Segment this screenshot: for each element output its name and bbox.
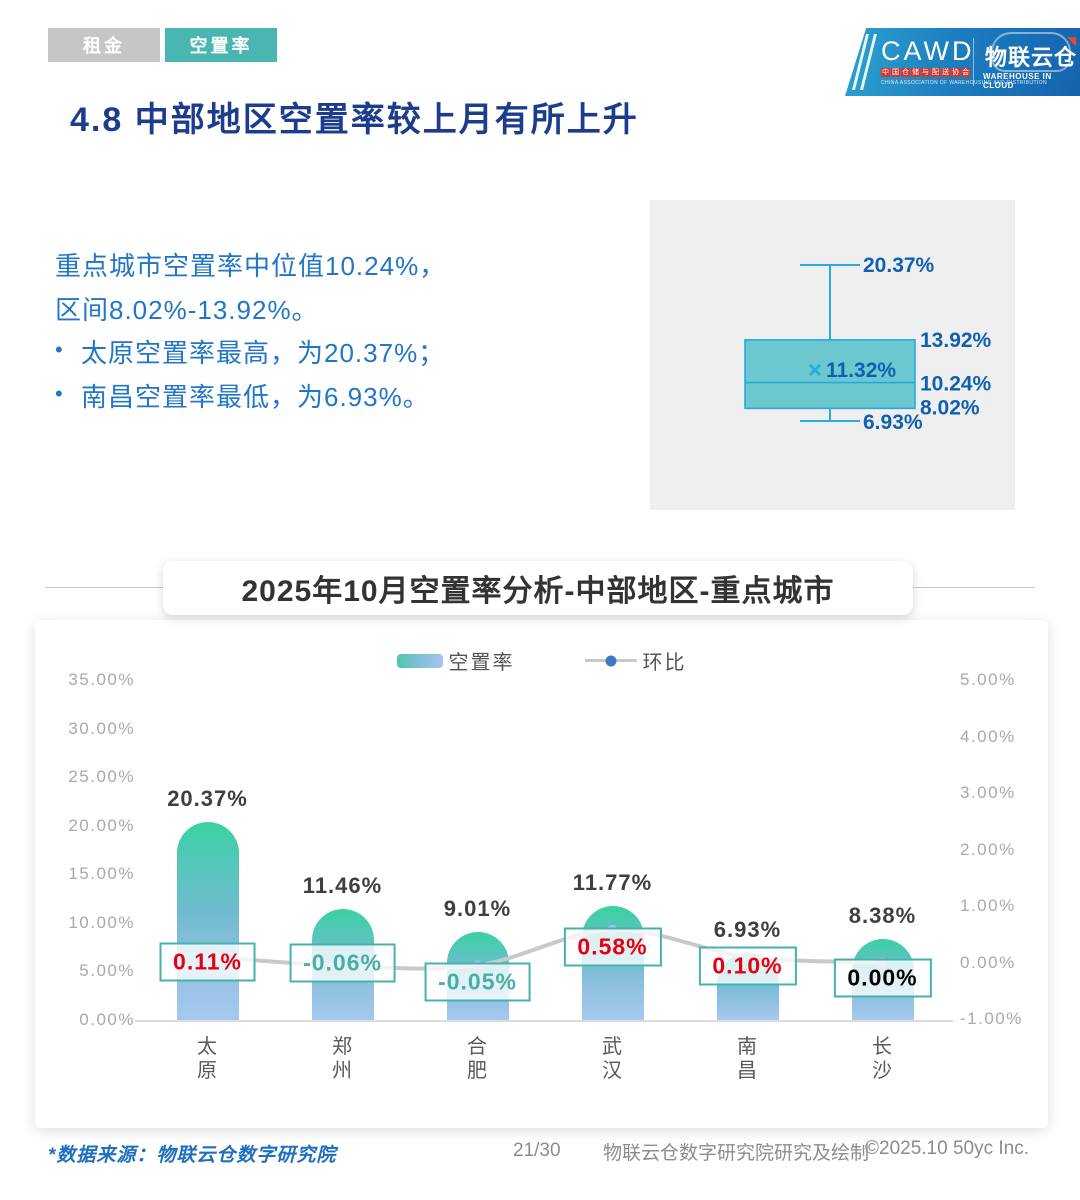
mom-label-合肥: -0.05% (424, 962, 531, 1002)
right-axis-tick: -1.00% (960, 1009, 1023, 1028)
legend-item-mom: 环比 (584, 646, 687, 675)
summary-bullet-text: 太原空置率最高，为20.37%； (81, 338, 446, 369)
q1-label: 8.02% (920, 396, 980, 419)
chart-card: 空置率 环比 35.00% 30.00% 25.00% 20.00% 15.00% 10.… (35, 620, 1048, 1128)
boxplot-panel: × 11.32% 20.37% 13.92% 10.24% 8.02% 6.93% (650, 200, 1015, 510)
bar-value-label: 6.93% (713, 916, 782, 942)
legend-item-vacancy: 空置率 (396, 646, 515, 675)
right-axis-tick: 0.00% (960, 952, 1016, 972)
summary-line: 区间8.02%-13.92%。 (55, 294, 319, 325)
left-axis-tick: 15.00% (68, 864, 135, 884)
bullet-icon: • (55, 381, 64, 407)
cawd-logo-text: CAWD (881, 36, 975, 66)
left-axis-tick: 0.00% (79, 1010, 135, 1029)
cawd-tagline-char: 仓 (901, 68, 910, 77)
logo-divider (973, 38, 974, 86)
cawd-tagline-en: CHINA ASSOCIATION OF WAREHOUSING AND DIS… (881, 80, 1048, 86)
cawd-tagline-char: 协 (951, 68, 960, 77)
bar-legend-swatch-icon (396, 653, 443, 668)
q3-label: 13.92% (920, 329, 992, 352)
summary-block: 重点城市空置率中位值10.24%， 区间8.02%-13.92%。 • 太原空置… (55, 245, 615, 420)
mom-label-太原: 0.11% (159, 942, 256, 982)
median-label: 10.24% (920, 373, 992, 396)
right-axis-tick: 3.00% (960, 783, 1016, 802)
page-title: 4.8 中部地区空置率较上月有所上升 (70, 101, 639, 139)
bar-value-label: 11.77% (572, 869, 653, 895)
tab-rent[interactable]: 租金 (48, 28, 160, 62)
left-axis-tick: 35.00% (68, 670, 135, 689)
left-axis-tick: 5.00% (79, 961, 135, 981)
bar-太原 (176, 822, 239, 1020)
mean-label: 11.32% (826, 359, 896, 382)
summary-bullet: • 太原空置率最高，为20.37%； (55, 332, 615, 376)
mom-label-武汉: 0.58% (563, 927, 662, 967)
footer-copyright: ©2025.10 50yc Inc. (865, 1138, 1029, 1159)
cawd-tagline-char: 配 (931, 68, 940, 77)
max-label: 20.37% (863, 254, 935, 277)
mom-label-南昌: 0.10% (698, 946, 797, 986)
logo-slash-icon (860, 34, 877, 90)
x-axis-label-太原: 太原 (197, 1036, 218, 1082)
bar-value-label: 8.38% (848, 902, 917, 928)
cawd-tagline-char: 送 (941, 68, 950, 77)
right-axis-tick: 4.00% (960, 726, 1016, 746)
line-legend-swatch-icon (584, 655, 637, 666)
summary-line: 重点城市空置率中位值10.24%， (55, 251, 447, 281)
left-axis-tick: 25.00% (68, 767, 135, 787)
x-axis-label-南昌: 南昌 (737, 1036, 758, 1082)
bullet-icon: • (55, 337, 64, 363)
chart-legend: 空置率 环比 (35, 646, 1048, 675)
right-axis-tick: 2.00% (960, 839, 1016, 859)
x-axis-line (135, 1020, 953, 1022)
summary-bullet-text: 南昌空置率最低，为6.93%。 (81, 382, 430, 413)
left-axis-tick: 10.00% (68, 912, 135, 932)
cawd-tagline: 中国仓储与配送协会 (881, 68, 970, 77)
bar-value-label: 11.46% (302, 872, 383, 898)
right-axis-tick: 1.00% (960, 896, 1016, 915)
right-axis-tick: 5.00% (960, 670, 1016, 689)
cawd-tagline-char: 与 (921, 68, 930, 77)
legend-label: 环比 (642, 652, 687, 674)
cawd-tagline-char: 会 (961, 68, 970, 77)
x-axis-label-郑州: 郑州 (332, 1036, 353, 1082)
footer-credit: 物联云仓数字研究院研究及绘制 (603, 1143, 870, 1164)
bar-value-label: 9.01% (443, 896, 512, 922)
min-label: 6.93% (863, 411, 923, 434)
tab-vacancy-rate[interactable]: 空置率 (165, 28, 277, 62)
chart-title-pill: 2025年10月空置率分析-中部地区-重点城市 (163, 561, 913, 615)
boxplot-chart: × 11.32% 20.37% 13.92% 10.24%8.02%6.93% (744, 254, 992, 434)
cawd-tagline-char: 国 (891, 68, 900, 77)
legend-label: 空置率 (448, 652, 515, 674)
brand-tagline: WAREHOUSE IN CLOUD (983, 72, 1052, 90)
x-axis-label-合肥: 合肥 (467, 1036, 488, 1082)
arrow-icon: ◥ (1067, 34, 1077, 48)
x-axis-label-长沙: 长沙 (872, 1036, 893, 1082)
cawd-tagline-char: 储 (911, 68, 920, 77)
chart-title: 2025年10月空置率分析-中部地区-重点城市 (241, 575, 835, 608)
mean-marker: × (808, 357, 822, 384)
summary-bullet: • 南昌空置率最低，为6.93%。 (55, 376, 615, 420)
data-source-note: *数据来源：物联云仓数字研究院 (48, 1145, 337, 1166)
page-number: 21/30 (513, 1140, 561, 1161)
cloud-icon (991, 32, 1071, 72)
left-axis-tick: 20.00% (68, 815, 135, 835)
box (744, 339, 916, 410)
mom-label-郑州: -0.06% (289, 943, 396, 983)
header-logo: CAWD 中国仓储与配送协会 CHINA ASSOCIATION OF WARE… (845, 28, 1080, 96)
left-axis-tick: 30.00% (68, 718, 135, 738)
cawd-tagline-char: 中 (881, 68, 890, 77)
brand-logo-text: 物联云仓 (985, 45, 1078, 70)
mom-label-长沙: 0.00% (833, 958, 932, 997)
x-axis-label-武汉: 武汉 (602, 1036, 623, 1082)
bar-value-label: 20.37% (167, 786, 248, 812)
